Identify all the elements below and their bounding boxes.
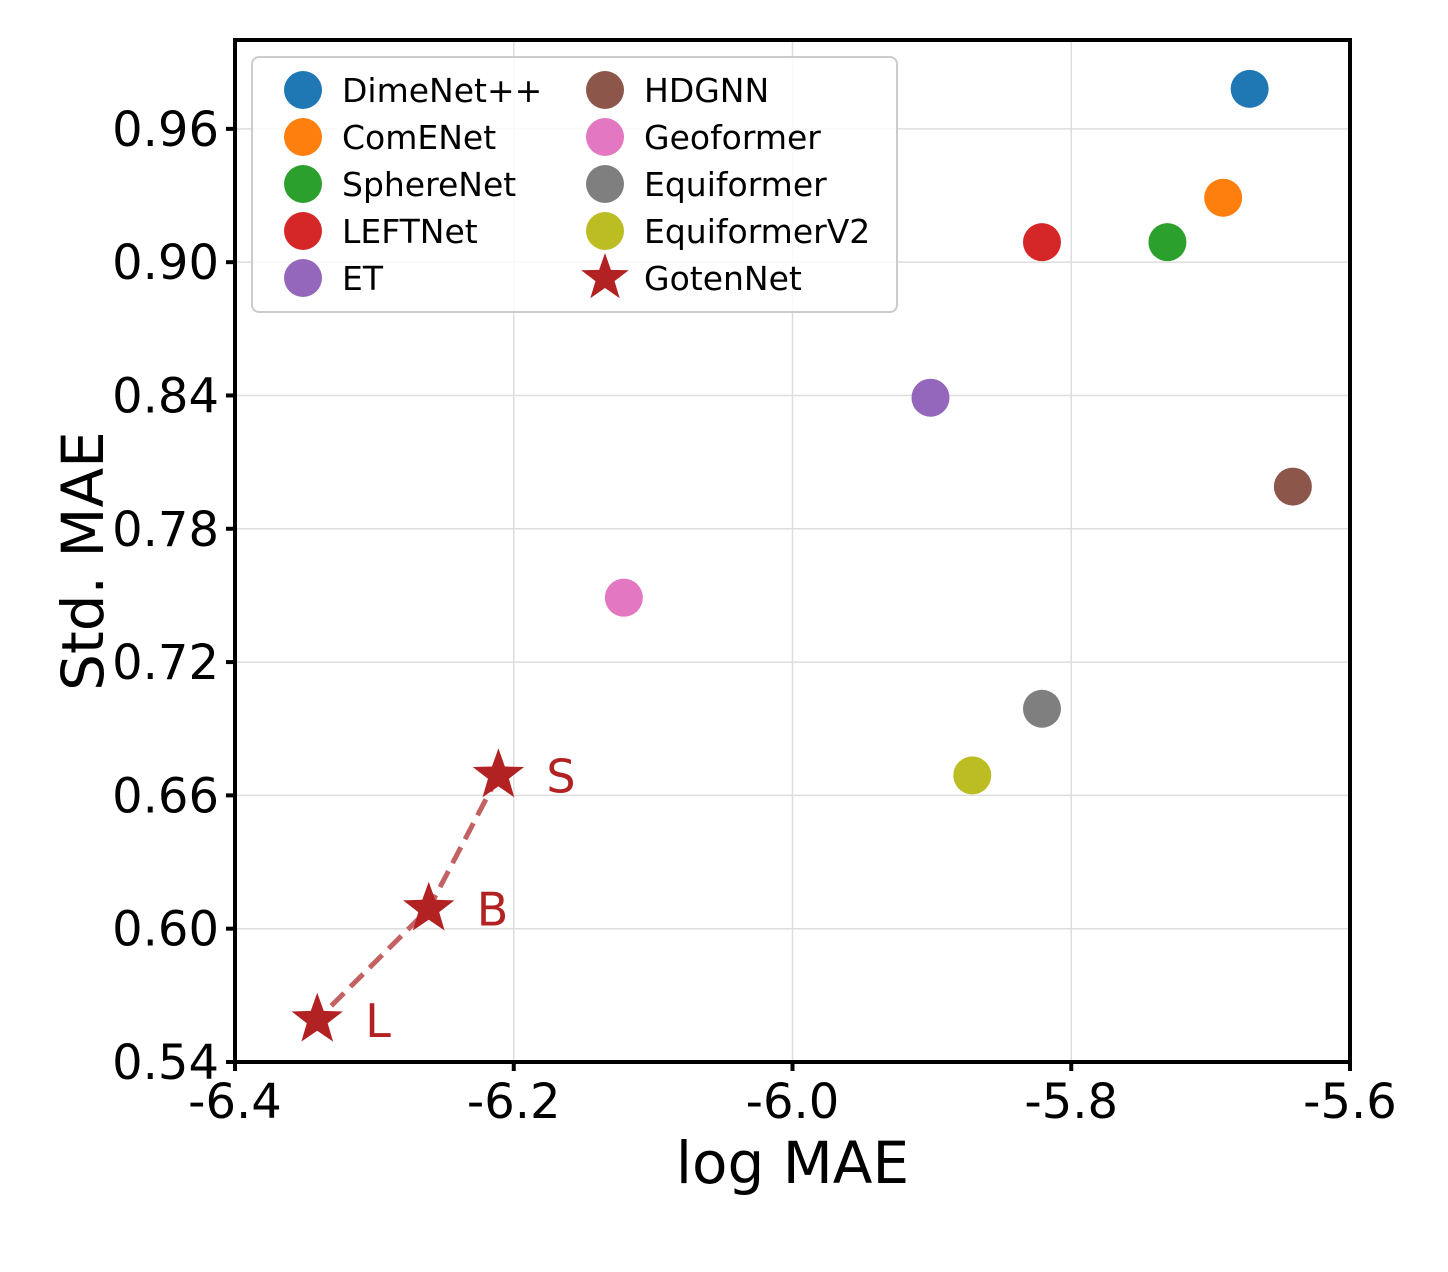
gotennet-point-label: B [477, 883, 509, 937]
gotennet-star-L [291, 992, 343, 1042]
legend-label: EquiformerV2 [644, 212, 870, 251]
point-spherenet [1148, 223, 1187, 262]
legend-label: DimeNet++ [342, 71, 542, 110]
legend-label: Equiformer [644, 165, 827, 204]
x-tick-label: -6.4 [188, 1074, 282, 1130]
legend-label: Geoformer [644, 118, 821, 157]
legend-label: ET [342, 259, 384, 298]
legend-marker [284, 118, 322, 156]
y-tick-label: 0.84 [112, 368, 219, 424]
gotennet-star-B [403, 881, 455, 931]
legend-marker [284, 212, 322, 250]
y-axis-label: Std. MAE [49, 431, 117, 691]
gotennet-star-S [472, 748, 525, 798]
x-tick-label: -5.6 [1303, 1074, 1397, 1130]
x-axis-label: log MAE [676, 1129, 909, 1197]
point-comenet [1204, 178, 1243, 217]
data-points: S B L [291, 69, 1312, 1048]
legend-label: GotenNet [644, 259, 802, 298]
point-et [911, 378, 950, 417]
y-tick-label: 0.54 [112, 1035, 219, 1091]
gotennet-connector [315, 774, 501, 1022]
y-tick-label: 0.90 [112, 235, 219, 291]
x-tick-label: -6.0 [746, 1074, 840, 1130]
legend-marker [284, 165, 322, 203]
x-tick-label: -5.8 [1024, 1074, 1118, 1130]
legend-marker [284, 259, 322, 297]
legend-box [251, 56, 898, 313]
legend-marker [284, 71, 322, 109]
point-geoformer [604, 578, 643, 617]
legend-label: HDGNN [644, 71, 769, 110]
gotennet-point-label: L [365, 994, 391, 1048]
point-leftnet [1022, 223, 1061, 262]
point-dimenet- [1230, 69, 1269, 108]
y-tick-label: 0.96 [112, 102, 219, 158]
legend-marker [586, 71, 624, 109]
y-tick-label: 0.66 [112, 768, 219, 824]
axis-ticks: -6.4 -6.2 -6.0 -5.8 -5.6 0.54 0.60 0.66 0.72 0.78… [112, 102, 1397, 1130]
point-equiformerv2 [953, 756, 992, 795]
legend: DimeNet++ ComENet SphereNet LEFTNet ET HDGNN G… [251, 56, 898, 313]
legend-marker [586, 118, 624, 156]
gotennet-dashed-line [315, 774, 501, 1022]
y-tick-label: 0.72 [112, 635, 219, 691]
legend-label: ComENet [342, 118, 496, 157]
legend-label: LEFTNet [342, 212, 478, 251]
y-tick-label: 0.60 [112, 902, 219, 958]
legend-marker [586, 165, 624, 203]
point-equiformer [1022, 689, 1061, 728]
legend-label: SphereNet [342, 165, 516, 204]
gotennet-point-label: S [546, 749, 575, 803]
x-tick-label: -6.2 [467, 1074, 561, 1130]
legend-marker [586, 212, 624, 250]
y-tick-label: 0.78 [112, 502, 219, 558]
point-hdgnn [1273, 467, 1312, 506]
legend-marker-star [581, 253, 629, 299]
